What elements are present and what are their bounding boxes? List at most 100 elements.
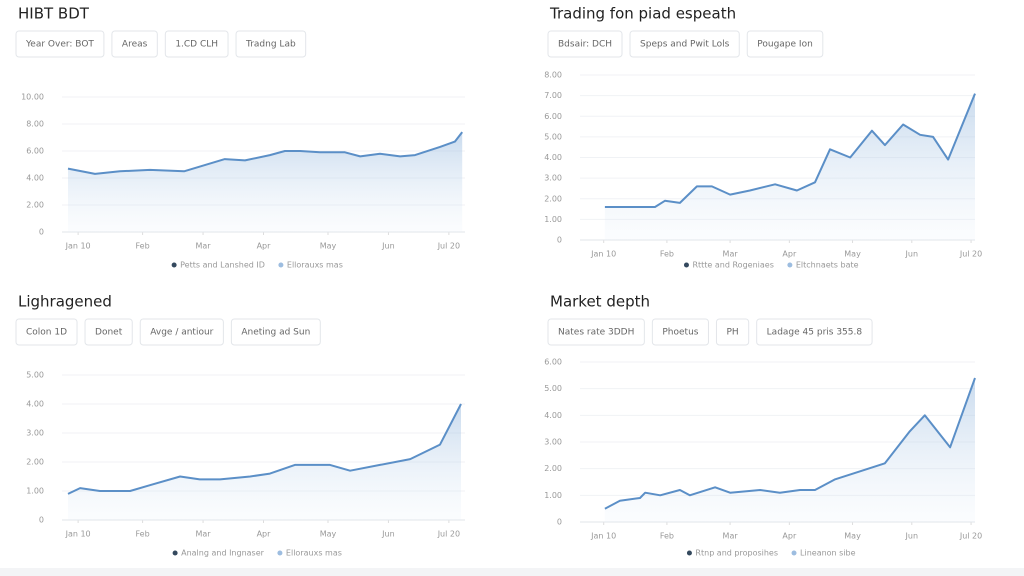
x-tick-label: May xyxy=(844,532,861,541)
x-tick-label: Mar xyxy=(723,532,739,541)
legend-label: Rtnp and proposihes xyxy=(695,549,778,558)
x-tick-label: Jan 10 xyxy=(590,532,616,541)
x-tick-label: Feb xyxy=(660,532,674,541)
x-tick-label: Jun xyxy=(905,532,919,541)
y-tick-label: 0 xyxy=(557,236,562,245)
y-tick-label: 2.00 xyxy=(26,458,44,467)
legend-label: Ellorauxs mas xyxy=(287,261,343,270)
y-tick-label: 0 xyxy=(39,228,44,237)
y-tick-label: 2.00 xyxy=(544,464,562,473)
y-tick-label: 8.00 xyxy=(544,71,562,80)
filter-button[interactable] xyxy=(15,318,78,346)
y-tick-label: 2.00 xyxy=(544,194,562,203)
y-tick-label: 6.00 xyxy=(26,147,44,156)
filter-button[interactable] xyxy=(746,30,824,58)
y-tick-label: 7.00 xyxy=(544,91,562,100)
legend-marker xyxy=(686,550,692,556)
x-tick-label: Apr xyxy=(782,250,797,259)
filter-label: Bdsair: DCH xyxy=(558,40,612,50)
x-tick-label: May xyxy=(320,242,337,251)
filter-button[interactable] xyxy=(111,30,158,58)
y-tick-label: 3.00 xyxy=(26,429,44,438)
y-tick-label: 5.00 xyxy=(544,384,562,393)
x-tick-label: May xyxy=(320,530,337,539)
filter-button[interactable] xyxy=(715,318,750,346)
filter-button[interactable] xyxy=(230,318,321,346)
filter-label: Avge / antiour xyxy=(150,328,213,338)
filter-button[interactable] xyxy=(164,30,229,58)
chart-title: Market depth xyxy=(550,293,650,311)
line xyxy=(604,377,976,510)
bottom-bar xyxy=(0,568,1024,576)
line xyxy=(67,131,463,175)
x-tick-label: Jul 20 xyxy=(437,242,460,251)
filter-label: 1.CD CLH xyxy=(175,40,218,50)
y-tick-label: 6.00 xyxy=(544,358,562,367)
y-tick-label: 1.00 xyxy=(544,491,562,500)
filter-label: PH xyxy=(726,328,738,338)
line xyxy=(604,93,976,208)
y-tick-label: 4.00 xyxy=(544,411,562,420)
x-tick-label: Mar xyxy=(196,242,212,251)
y-tick-label: 3.00 xyxy=(544,174,562,183)
legend-label: Rttte and Rogeniaes xyxy=(692,261,773,270)
legend-marker xyxy=(172,550,178,556)
legend-label: Lineanon sibe xyxy=(800,549,856,558)
area xyxy=(604,378,975,522)
legend-marker xyxy=(787,262,793,268)
y-tick-label: 10.00 xyxy=(21,93,44,102)
x-tick-label: Jul 20 xyxy=(959,532,982,541)
chart-title: Trading fon piad espeath xyxy=(549,5,736,23)
x-tick-label: Apr xyxy=(257,530,272,539)
filter-button[interactable] xyxy=(547,318,645,346)
chart-title: Lighragened xyxy=(18,293,112,311)
y-tick-label: 0 xyxy=(39,516,44,525)
legend-marker xyxy=(683,262,689,268)
filter-button[interactable] xyxy=(651,318,709,346)
y-tick-label: 5.00 xyxy=(544,132,562,141)
filter-button[interactable] xyxy=(629,30,740,58)
y-tick-label: 4.00 xyxy=(544,153,562,162)
filter-label: Year Over: BOT xyxy=(25,40,94,50)
x-tick-label: Mar xyxy=(723,250,739,259)
filter-button[interactable] xyxy=(547,30,623,58)
area xyxy=(604,93,975,240)
filter-label: Nates rate 3DDH xyxy=(558,328,634,338)
x-tick-label: Jul 20 xyxy=(959,250,982,259)
filter-label: Speps and Pwit Lols xyxy=(640,40,730,50)
filter-label: Areas xyxy=(122,40,148,50)
filter-label: Ladage 45 pris 355.8 xyxy=(767,328,863,338)
x-tick-label: Feb xyxy=(660,250,674,259)
y-tick-label: 0 xyxy=(557,518,562,527)
x-tick-label: Apr xyxy=(782,532,797,541)
y-tick-label: 5.00 xyxy=(26,371,44,380)
x-tick-label: Jun xyxy=(381,242,395,251)
y-tick-label: 1.00 xyxy=(544,215,562,224)
filter-button[interactable] xyxy=(235,30,307,58)
area xyxy=(68,404,461,520)
filter-label: Tradng Lab xyxy=(245,40,296,50)
chart-title: HIBT BDT xyxy=(18,5,90,23)
legend-label: Eltchnaets bate xyxy=(796,261,859,270)
y-tick-label: 1.00 xyxy=(26,487,44,496)
x-tick-label: Apr xyxy=(257,242,272,251)
legend-marker xyxy=(791,550,797,556)
legend-marker xyxy=(171,262,177,268)
line xyxy=(67,403,462,495)
x-tick-label: Feb xyxy=(136,242,150,251)
legend-label: Ellorauxs mas xyxy=(286,549,342,558)
filter-button[interactable] xyxy=(139,318,224,346)
x-tick-label: Jan 10 xyxy=(590,250,616,259)
filter-button[interactable] xyxy=(756,318,873,346)
x-tick-label: Jan 10 xyxy=(65,530,91,539)
x-tick-label: Jul 20 xyxy=(437,530,460,539)
legend-marker xyxy=(277,550,283,556)
filter-button[interactable] xyxy=(84,318,133,346)
filter-button[interactable] xyxy=(15,30,105,58)
filter-label: Pougape Ion xyxy=(757,40,813,50)
y-tick-label: 8.00 xyxy=(26,120,44,129)
x-tick-label: Jun xyxy=(905,250,919,259)
legend-marker xyxy=(278,262,284,268)
filter-label: Colon 1D xyxy=(26,328,67,338)
